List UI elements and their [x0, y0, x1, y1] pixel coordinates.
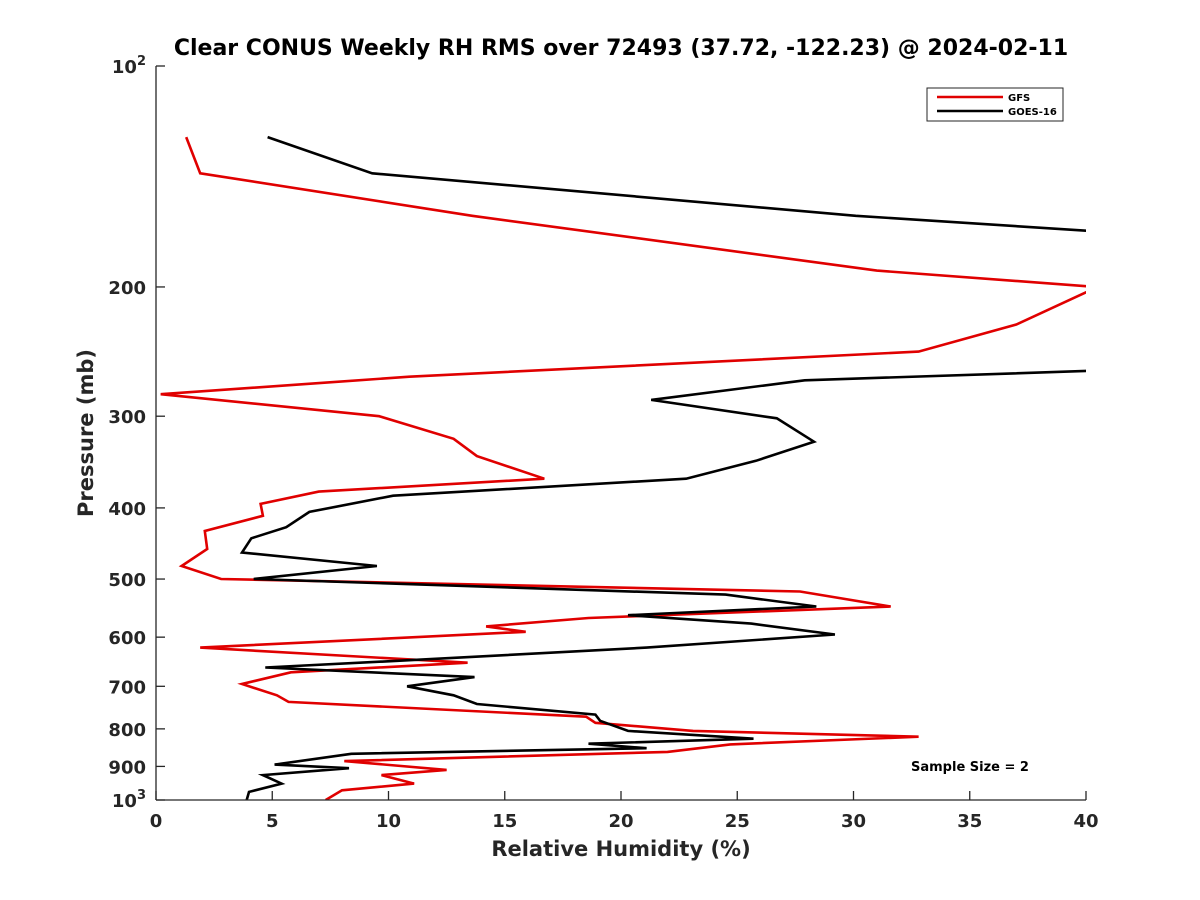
y-tick-label: 400: [108, 499, 146, 520]
x-tick-label: 35: [957, 811, 982, 832]
x-tick-label: 30: [841, 811, 866, 832]
chart-title: Clear CONUS Weekly RH RMS over 72493 (37…: [174, 36, 1068, 61]
legend-goes16-label: GOES-16: [1008, 107, 1057, 118]
x-tick-label: 10: [376, 811, 401, 832]
y-tick-exponent: 2: [137, 54, 146, 69]
y-tick-label: 200: [108, 278, 146, 299]
series-line-gfs: [160, 136, 1086, 800]
plot-axes: [155, 66, 1086, 801]
y-tick-exponent: 3: [137, 788, 146, 803]
y-tick-label: 700: [108, 677, 146, 698]
x-axis-ticks: 0 5 10 15 20 25 30 35 40: [150, 791, 1099, 832]
sample-size-annotation: Sample Size = 2: [911, 760, 1029, 775]
series-line-goes16: [239, 135, 1086, 800]
x-tick-label: 40: [1073, 811, 1098, 832]
y-tick-label: 800: [108, 720, 146, 741]
y-tick-base: 10: [112, 791, 137, 812]
x-tick-label: 20: [608, 811, 633, 832]
legend-gfs-label: GFS: [1008, 93, 1030, 104]
y-tick-label: 103: [112, 788, 146, 812]
x-tick-label: 25: [725, 811, 750, 832]
y-tick-label: 600: [108, 628, 146, 649]
y-tick-label: 300: [108, 407, 146, 428]
legend-box: [926, 87, 1064, 122]
y-axis-label: Pressure (mb): [74, 349, 98, 517]
legend: GFS GOES-16: [926, 87, 1064, 122]
x-tick-label: 5: [266, 811, 279, 832]
x-tick-label: 0: [150, 811, 163, 832]
x-axis-label: Relative Humidity (%): [491, 837, 750, 861]
x-tick-label: 15: [492, 811, 517, 832]
series-layer: [160, 135, 1086, 800]
y-tick-label: 500: [108, 570, 146, 591]
y-tick-label: 102: [112, 54, 146, 78]
y-tick-label: 900: [108, 757, 146, 778]
y-tick-base: 10: [112, 57, 137, 78]
